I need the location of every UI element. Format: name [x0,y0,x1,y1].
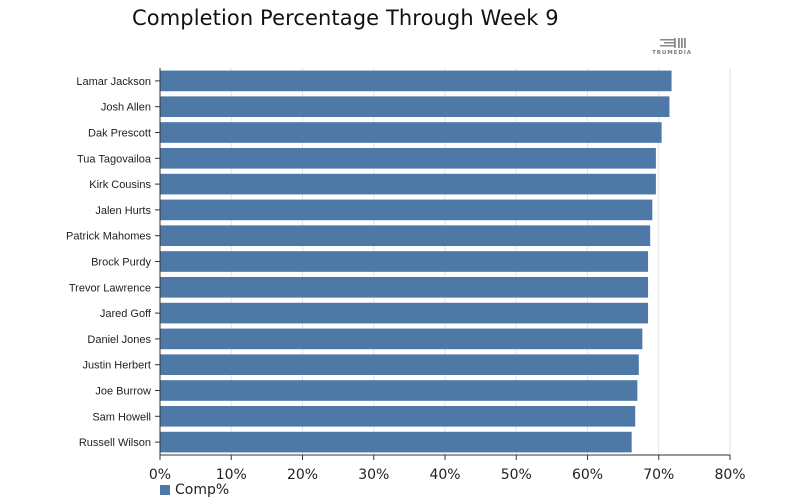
x-tick-label: 40% [429,467,460,483]
x-tick-label: 10% [216,467,247,483]
trumedia-logo: TRUMEDIA [650,36,694,58]
x-tick-label: 80% [714,467,745,483]
bar [160,70,672,92]
y-tick-label: Lamar Jackson [76,76,151,88]
bar [160,276,649,298]
y-tick-label: Daniel Jones [87,334,151,346]
bar [160,199,653,221]
y-tick-label: Russell Wilson [79,437,151,449]
x-tick-label: 70% [643,467,674,483]
bar [160,122,662,143]
legend-label: Comp% [175,482,230,498]
chart-title: Completion Percentage Through Week 9 [132,6,559,30]
bar [160,147,656,169]
x-tick-label: 60% [572,467,603,483]
bar [160,431,632,453]
y-tick-label: Dak Prescott [88,128,151,140]
y-tick-label: Jalen Hurts [95,205,151,217]
y-tick-label: Patrick Mahomes [66,231,151,243]
x-tick-label: 0% [149,467,171,483]
bar [160,380,638,401]
y-tick-label: Joe Burrow [95,386,151,398]
x-tick-label: 50% [501,467,532,483]
y-tick-label: Josh Allen [101,102,151,114]
y-tick-label: Tua Tagovailoa [77,153,152,165]
legend-swatch [160,485,170,495]
bar [160,225,651,247]
bar [160,96,670,118]
trumedia-logo-icon [660,38,686,48]
bar [160,405,636,427]
y-tick-label: Brock Purdy [91,257,151,269]
x-tick-label: 30% [358,467,389,483]
logo-text: TRUMEDIA [652,50,692,56]
bar [160,173,656,195]
y-tick-label: Kirk Cousins [89,179,151,191]
bar [160,328,643,350]
bar [160,251,649,272]
legend: Comp% [160,482,229,498]
y-tick-label: Justin Herbert [83,360,151,372]
y-tick-label: Trevor Lawrence [69,282,151,294]
x-tick-label: 20% [287,467,318,483]
bar [160,354,639,376]
y-tick-label: Sam Howell [92,411,151,423]
y-tick-label: Jared Goff [100,308,152,320]
bar [160,302,649,324]
